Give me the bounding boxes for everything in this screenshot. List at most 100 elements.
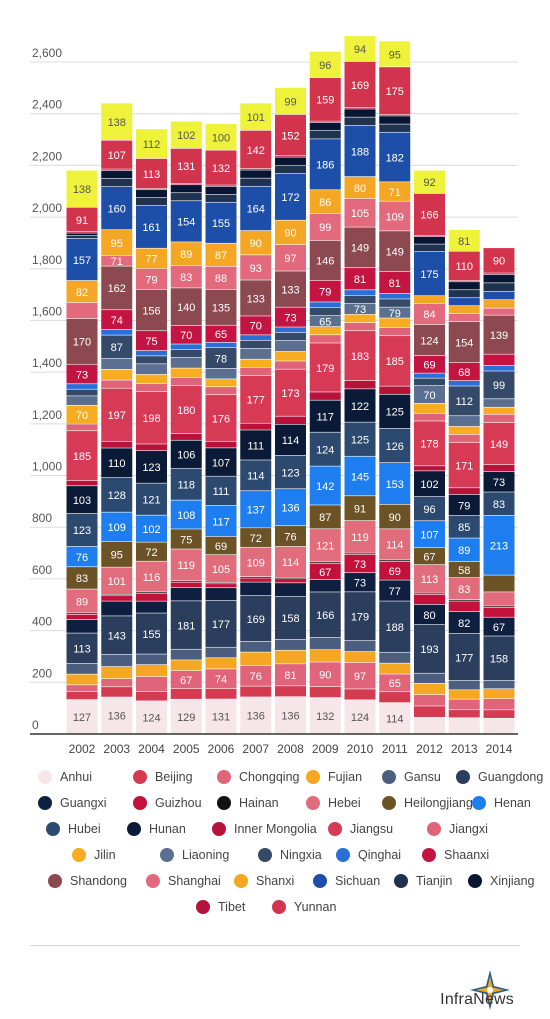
data-label: 74 [215,674,227,686]
legend-swatch [212,822,226,836]
bar-segment [66,318,98,364]
bar-segment [379,702,411,734]
bar-segment [414,717,445,734]
x-tick-label: 2012 [416,742,443,756]
data-label: 73 [493,477,505,489]
bar-segment [240,130,272,169]
data-label: 89 [180,249,192,261]
legend-swatch [468,874,482,888]
bar-segment [205,194,237,202]
y-tick-label: 600 [32,563,52,577]
y-tick-label: 200 [32,666,52,680]
bar-segment [448,699,480,710]
bar-segment [275,114,306,156]
bar-segment [414,673,445,684]
bar-segment [448,562,480,578]
bar-segment [448,680,480,690]
bar-segment [66,384,98,389]
data-label: 90 [284,228,296,240]
bar-segment [66,233,98,236]
bar-segment [379,114,411,116]
bar-segment [170,385,202,434]
bar-segment [379,462,411,505]
bar-segment [101,186,133,230]
data-label: 188 [386,622,404,634]
data-label: 107 [108,150,126,162]
data-label: 92 [423,177,435,189]
legend-swatch [306,796,320,810]
bar-segment [483,300,515,308]
bar-segment [66,236,98,239]
legend-swatch [427,822,441,836]
data-label: 170 [73,337,91,349]
data-label: 158 [490,653,508,665]
bar-segment [483,592,515,606]
bar-segment [379,504,411,529]
y-tick-label: 1,200 [32,408,62,422]
data-label: 89 [458,545,470,557]
bar-segment [379,601,411,652]
brand-name: InfraNews [440,991,514,1008]
bar-segment [275,546,306,578]
bar-segment [66,674,98,685]
bar-segment [414,251,445,296]
bar-segment [344,651,376,663]
data-label: 81 [389,278,401,290]
data-label: 110 [455,261,473,273]
legend-item: Tianjin [394,874,452,888]
bar-segment [344,303,376,315]
bar-segment [414,521,445,548]
bar-segment [275,455,306,489]
bar-segment [101,666,133,679]
data-label: 87 [215,250,227,262]
legend-label: Shandong [70,874,128,888]
bar-segment [414,624,445,673]
bar-segment [275,351,306,361]
data-label: 81 [354,274,366,286]
legend-swatch [382,770,396,784]
bar-segment [66,396,98,405]
bar-segment [448,306,480,314]
bar-segment [170,325,202,344]
data-label: 73 [76,369,88,381]
bar-segment [414,244,445,252]
data-label: 81 [284,670,296,682]
bar-segment [344,227,376,268]
bar-segment [309,335,341,343]
bar-segment [344,268,376,290]
legend-label: Beijing [155,770,193,784]
data-label: 136 [108,711,126,723]
data-label: 157 [73,255,91,267]
bar-segment [309,579,341,592]
data-label: 135 [212,303,230,315]
legend-swatch [38,770,52,784]
data-label: 94 [354,44,366,56]
bar-segment [205,185,237,187]
data-label: 101 [247,112,265,124]
bar-segment [309,466,341,505]
bar-segment [344,314,376,323]
bar-segment [483,575,515,592]
legend-item: Yunnan [272,900,336,914]
bar-segment [205,202,237,243]
bar-segment [240,186,272,231]
legend-swatch [258,848,272,862]
bar-segment [379,652,411,663]
bar-segment [66,170,98,207]
x-tick-label: 2011 [382,742,408,756]
legend-item: Gansu [382,770,441,784]
bar-segment [240,178,272,186]
bar-segment [448,442,480,488]
data-label: 70 [180,330,192,342]
bar-segment [448,251,480,281]
data-label: 75 [145,336,157,348]
data-label: 79 [389,308,401,320]
bar-segment [170,601,202,649]
data-label: 185 [73,451,91,463]
data-label: 89 [76,596,88,608]
bar-segment [344,554,376,573]
bar-segment [66,231,98,233]
x-tick-label: 2010 [347,742,374,756]
data-label: 80 [423,610,435,622]
bar-segment [101,335,133,359]
